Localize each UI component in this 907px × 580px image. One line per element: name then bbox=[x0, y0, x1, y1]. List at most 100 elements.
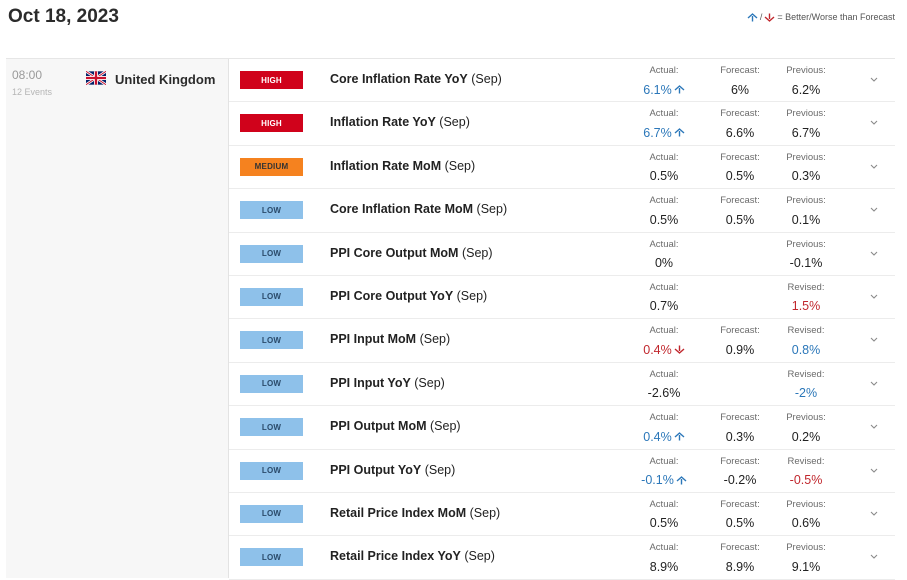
previous-cell: Previous: 6.2% bbox=[771, 65, 841, 97]
event-row[interactable]: LOW PPI Core Output YoY (Sep) Actual: 0.7% R… bbox=[229, 276, 895, 320]
previous-cell: Previous: 0.2% bbox=[771, 412, 841, 444]
actual-value: 0.5% bbox=[629, 516, 699, 531]
event-name: Retail Price Index YoY (Sep) bbox=[330, 549, 495, 563]
actual-number: 8.9% bbox=[649, 559, 679, 574]
actual-label: Actual: bbox=[649, 195, 679, 207]
event-name: Retail Price Index MoM (Sep) bbox=[330, 506, 500, 520]
chevron-down-icon[interactable] bbox=[869, 552, 879, 560]
event-title: Core Inflation Rate YoY bbox=[330, 72, 468, 86]
forecast-value: 8.9% bbox=[705, 559, 775, 574]
event-row[interactable]: LOW PPI Input MoM (Sep) Actual: 0.4% Forecas… bbox=[229, 319, 895, 363]
forecast-cell: Forecast: 0.5% bbox=[705, 195, 775, 227]
forecast-cell: Forecast: 0.9% bbox=[705, 325, 775, 357]
actual-cell: Actual: -0.1% bbox=[629, 456, 699, 488]
forecast-label: Forecast: bbox=[720, 498, 760, 510]
actual-number: 0.7% bbox=[649, 299, 679, 314]
event-title: PPI Output MoM bbox=[330, 419, 427, 434]
event-row[interactable]: HIGH Core Inflation Rate YoY (Sep) Actual:… bbox=[229, 59, 895, 103]
event-period: (Sep) bbox=[460, 549, 495, 564]
actual-value: -2.6% bbox=[629, 386, 699, 401]
event-row[interactable]: MEDIUM Inflation Rate MoM (Sep) Actual: 0.5… bbox=[229, 146, 895, 190]
previous-value: -2% bbox=[771, 386, 841, 401]
previous-label: Revised: bbox=[787, 325, 825, 337]
forecast-label: Forecast: bbox=[720, 542, 760, 554]
previous-cell: Previous: -0.1% bbox=[771, 239, 841, 271]
actual-label: Actual: bbox=[649, 151, 679, 163]
forecast-label: Forecast: bbox=[720, 195, 760, 207]
chevron-down-icon[interactable] bbox=[869, 509, 879, 517]
forecast-label: Forecast: bbox=[720, 325, 760, 337]
better-worse-legend: / = Better/Worse than Forecast bbox=[747, 12, 895, 22]
chevron-down-icon[interactable] bbox=[869, 335, 879, 343]
previous-number: 0.8% bbox=[791, 342, 821, 357]
actual-value: 8.9% bbox=[629, 559, 699, 574]
chevron-down-icon[interactable] bbox=[869, 162, 879, 170]
impact-badge: LOW bbox=[240, 461, 303, 480]
better-arrow-icon bbox=[674, 128, 685, 137]
forecast-number: 8.9% bbox=[725, 559, 755, 574]
event-row[interactable]: LOW Core Inflation Rate MoM (Sep) Actual: 0… bbox=[229, 189, 895, 233]
event-title: Retail Price Index MoM bbox=[330, 505, 467, 520]
chevron-down-icon[interactable] bbox=[869, 379, 879, 387]
forecast-value: 6.6% bbox=[705, 125, 775, 140]
actual-value: 6.7% bbox=[629, 125, 699, 140]
previous-cell: Revised: -2% bbox=[771, 369, 841, 401]
chevron-down-icon[interactable] bbox=[869, 292, 879, 300]
actual-value: 0.5% bbox=[629, 169, 699, 184]
chevron-down-icon[interactable] bbox=[869, 422, 879, 430]
forecast-cell: Forecast: 6% bbox=[705, 65, 775, 97]
previous-value: 0.6% bbox=[771, 516, 841, 531]
actual-value: 0.5% bbox=[629, 212, 699, 227]
chevron-down-icon[interactable] bbox=[869, 466, 879, 474]
legend-text: = Better/Worse than Forecast bbox=[777, 12, 895, 22]
uk-flag-icon bbox=[86, 71, 106, 85]
forecast-value: 0.5% bbox=[705, 516, 775, 531]
forecast-number: 0.9% bbox=[725, 342, 755, 357]
chevron-down-icon[interactable] bbox=[869, 249, 879, 257]
forecast-cell: Forecast: -0.2% bbox=[705, 456, 775, 488]
previous-number: 0.1% bbox=[791, 212, 821, 227]
worse-arrow-icon bbox=[764, 13, 775, 22]
chevron-down-icon[interactable] bbox=[869, 205, 879, 213]
event-row[interactable]: LOW Retail Price Index MoM (Sep) Actual: 0.… bbox=[229, 493, 895, 537]
event-period: (Sep) bbox=[473, 202, 508, 217]
forecast-value: -0.2% bbox=[705, 473, 775, 488]
forecast-cell: Forecast: 6.6% bbox=[705, 108, 775, 140]
chevron-down-icon[interactable] bbox=[869, 118, 879, 126]
events-list: HIGH Core Inflation Rate YoY (Sep) Actual:… bbox=[229, 59, 895, 580]
event-period: (Sep) bbox=[441, 158, 476, 173]
forecast-label: Forecast: bbox=[720, 108, 760, 120]
events-count: 12 Events bbox=[12, 87, 53, 97]
event-row[interactable]: LOW Retail Price Index YoY (Sep) Actual: 8.… bbox=[229, 536, 895, 580]
event-title: PPI Output YoY bbox=[330, 462, 422, 477]
event-row[interactable]: LOW PPI Output MoM (Sep) Actual: 0.4% Foreca… bbox=[229, 406, 895, 450]
event-title: Inflation Rate YoY bbox=[330, 115, 436, 130]
actual-cell: Actual: 0% bbox=[629, 239, 699, 271]
forecast-number: 6% bbox=[730, 82, 750, 97]
event-name: PPI Output MoM (Sep) bbox=[330, 419, 461, 433]
forecast-label: Forecast: bbox=[720, 412, 760, 424]
better-arrow-icon bbox=[676, 475, 687, 485]
event-title: PPI Core Output YoY bbox=[330, 288, 454, 303]
previous-number: 9.1% bbox=[791, 559, 821, 574]
event-row[interactable]: HIGH Inflation Rate YoY (Sep) Actual: 6.7% F… bbox=[229, 102, 895, 146]
previous-cell: Revised: -0.5% bbox=[771, 456, 841, 488]
previous-cell: Previous: 6.7% bbox=[771, 108, 841, 140]
impact-badge: LOW bbox=[240, 201, 303, 220]
actual-label: Actual: bbox=[649, 368, 679, 380]
forecast-label: Forecast: bbox=[720, 65, 760, 76]
previous-value: 0.1% bbox=[771, 212, 841, 227]
event-period: (Sep) bbox=[421, 462, 456, 477]
divider bbox=[6, 58, 895, 59]
previous-number: 0.6% bbox=[791, 516, 821, 531]
event-name: Core Inflation Rate YoY (Sep) bbox=[330, 72, 502, 86]
previous-label: Revised: bbox=[787, 281, 825, 293]
event-row[interactable]: LOW PPI Output YoY (Sep) Actual: -0.1% Forec… bbox=[229, 450, 895, 493]
chevron-down-icon[interactable] bbox=[869, 75, 879, 83]
event-row[interactable]: LOW PPI Core Output MoM (Sep) Actual: 0% Pre… bbox=[229, 233, 895, 276]
previous-value: 6.2% bbox=[771, 82, 841, 97]
previous-number: 6.2% bbox=[791, 82, 821, 97]
event-name: PPI Core Output MoM (Sep) bbox=[330, 246, 493, 260]
event-row[interactable]: LOW PPI Input YoY (Sep) Actual: -2.6% Revise… bbox=[229, 363, 895, 407]
impact-badge: MEDIUM bbox=[240, 157, 303, 176]
